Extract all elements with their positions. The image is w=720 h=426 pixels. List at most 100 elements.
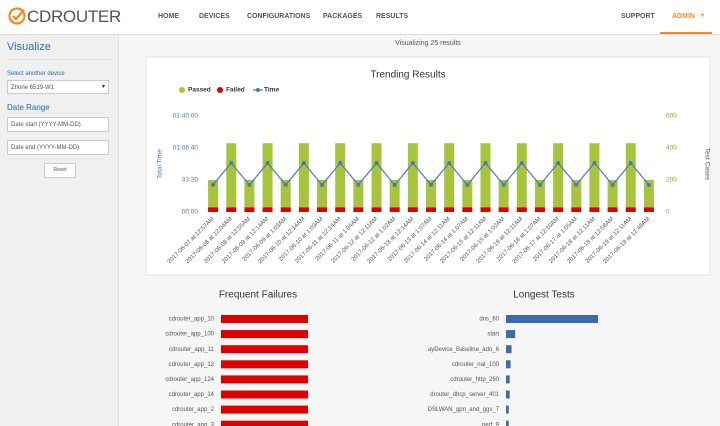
nav-configurations[interactable]: CONFIGURATIONS [247,13,311,20]
date-end-input[interactable]: Date end (YYYY-MM-DD) [7,140,109,155]
bar [506,390,510,399]
y-axis-label: Total Time [157,149,164,179]
line-point [211,182,216,187]
bar [280,207,291,212]
logo[interactable]: CDROUTER [27,7,121,26]
bar [571,180,582,208]
bar [607,180,618,208]
y-tick-label: cdrouter_app_11 [169,347,215,353]
bar [353,207,364,212]
bar [480,207,491,212]
line-point [301,161,306,166]
bar [389,180,400,208]
bar [534,207,545,212]
line-point [447,161,452,166]
line-point [556,161,561,166]
bar [643,180,654,208]
bar [208,180,219,208]
legend-label: Failed [226,87,245,94]
navbar: CDROUTER HOME DEVICES CONFIGURATIONS PAC… [0,0,720,35]
bar [643,207,654,212]
bar [407,207,418,212]
y2-tick-label: 200 [666,177,677,184]
nav-support[interactable]: SUPPORT [621,13,655,20]
bar [335,143,346,208]
y-tick-label: cdrouter_app_2 [172,407,215,413]
line-point [537,182,542,187]
line-point [356,182,361,187]
bar [208,207,219,212]
date-start-input[interactable]: Date start (YYYY-MM-DD) [7,117,109,132]
device-label: Select another device [7,71,65,77]
y-tick-label: cdrouter_nat_100 [452,362,500,368]
y-tick-label: cdrouter_http_260 [450,377,499,383]
bar [244,180,255,208]
sidebar: Visualize Select another device Zhone 65… [0,35,119,426]
bar [226,207,237,212]
bar [317,207,328,212]
y-tick-label: cdrouter_app_3 [172,422,215,426]
bar [516,143,527,208]
nav-results[interactable]: RESULTS [376,13,409,20]
bar [262,143,273,208]
device-select[interactable]: Zhone 6519-W1 [7,80,109,94]
nav-admin[interactable]: ADMIN [672,13,695,20]
y2-tick-label: 400 [666,145,677,152]
divider [7,59,111,60]
bar [571,207,582,212]
line-point [283,182,288,187]
bar [298,207,309,212]
reset-button[interactable]: Reset [44,163,76,178]
line-point [483,161,488,166]
logo-icon [8,7,26,25]
bar [589,143,600,208]
bar [480,143,491,208]
bar [498,207,509,212]
bar [607,207,618,212]
bar [280,180,291,208]
bar [221,330,308,339]
line-point [628,161,633,166]
bar [444,207,455,212]
bar [506,345,512,354]
y-tick-label: cdrouter_app_124 [165,377,214,383]
nav-home[interactable]: HOME [158,13,179,20]
legend-swatch [256,88,260,92]
line-point [610,182,615,187]
bar [298,143,309,208]
select-caret: ▾ [102,84,106,90]
line-point [247,182,252,187]
bar [371,207,382,212]
bar [371,143,382,208]
y-tick-label: cdrouter_app_100 [165,332,214,338]
y-tick-label: cdrouter_app_12 [169,362,215,368]
y-tick-label: cdrouter_app_14 [169,392,215,398]
bar [516,207,527,212]
line-point [374,161,379,166]
line-point [592,161,597,166]
bar [506,315,598,323]
caret: ▾ [701,13,705,19]
y2-tick-label: 0 [666,209,670,216]
chart-title: Trending Results [370,70,445,81]
bar [262,207,273,212]
bar [353,180,364,208]
line-point [501,182,506,187]
bar [506,420,509,426]
chart-panel [145,56,711,276]
nav-devices[interactable]: DEVICES [199,13,230,20]
y-tick-label: DSLWAN_gpn_and_ggv_7 [428,407,500,413]
bar [407,143,418,208]
y-tick-label: 01:40:00 [173,113,199,120]
date-range-label: Date Range [7,103,50,112]
bar [426,207,436,212]
sidebar-title: Visualize [7,41,51,53]
y-tick-label: 01:06:40 [173,145,199,152]
nav-packages[interactable]: PACKAGES [323,13,363,20]
bar [625,143,636,208]
bar [221,375,308,384]
y-tick-label: dns_60 [479,317,499,323]
y-tick-label: start [487,332,499,338]
chart-title: Longest Tests [513,290,575,301]
